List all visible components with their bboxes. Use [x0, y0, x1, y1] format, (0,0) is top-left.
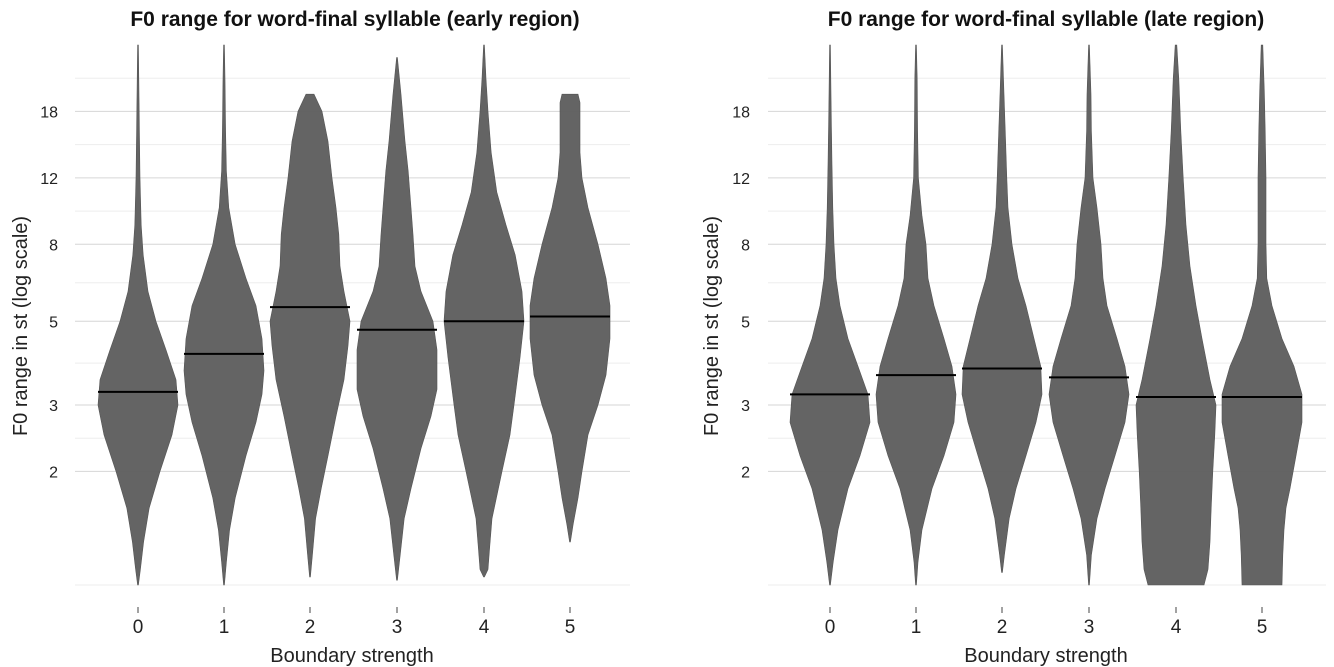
y-tick-label: 5 — [49, 314, 58, 331]
x-tick-label: 4 — [1171, 617, 1182, 638]
x-tick-label: 1 — [911, 617, 922, 638]
violin-0 — [97, 44, 179, 586]
y-tick-label: 8 — [49, 237, 58, 254]
violin-5 — [1221, 44, 1303, 586]
x-tick-label: 3 — [1084, 617, 1095, 638]
violin-2 — [269, 93, 351, 578]
y-tick-label: 12 — [732, 171, 750, 188]
violin-2 — [961, 44, 1043, 573]
x-tick-label: 0 — [133, 617, 144, 638]
x-tick-label: 3 — [392, 617, 403, 638]
panel-early-region: F0 range for word-final syllable (early … — [10, 8, 630, 667]
x-tick-label: 4 — [479, 617, 490, 638]
violin-3 — [1048, 44, 1130, 586]
y-tick-label: 8 — [741, 237, 750, 254]
y-axis-label-late: F0 range in st (log scale) — [701, 216, 723, 436]
y-tick-label: 18 — [40, 104, 58, 121]
violin-3 — [356, 57, 438, 581]
x-tick-label: 2 — [997, 617, 1008, 638]
y-tick-label: 12 — [40, 171, 58, 188]
y-tick-label: 3 — [741, 398, 750, 415]
chart-title-late: F0 range for word-final syllable (late r… — [828, 8, 1264, 31]
x-axis-label-early: Boundary strength — [270, 645, 433, 667]
x-tick-label: 1 — [219, 617, 230, 638]
y-axis-label-early: F0 range in st (log scale) — [10, 216, 32, 436]
x-tick-label: 0 — [825, 617, 836, 638]
chart-title-early: F0 range for word-final syllable (early … — [130, 8, 579, 31]
x-tick-label: 2 — [305, 617, 316, 638]
violin-0 — [789, 44, 871, 586]
y-tick-label: 5 — [741, 314, 750, 331]
y-tick-label: 3 — [49, 398, 58, 415]
panel-late-region: F0 range for word-final syllable (late r… — [701, 8, 1326, 667]
violin-5 — [529, 93, 611, 543]
violin-4 — [1135, 44, 1217, 586]
y-tick-label: 2 — [741, 464, 750, 481]
violin-4 — [443, 44, 525, 578]
violin-1 — [875, 44, 957, 586]
violin-1 — [183, 44, 265, 586]
y-tick-label: 18 — [732, 104, 750, 121]
x-tick-label: 5 — [565, 617, 576, 638]
y-tick-label: 2 — [49, 464, 58, 481]
x-axis-label-late: Boundary strength — [964, 645, 1127, 667]
x-tick-label: 5 — [1257, 617, 1268, 638]
